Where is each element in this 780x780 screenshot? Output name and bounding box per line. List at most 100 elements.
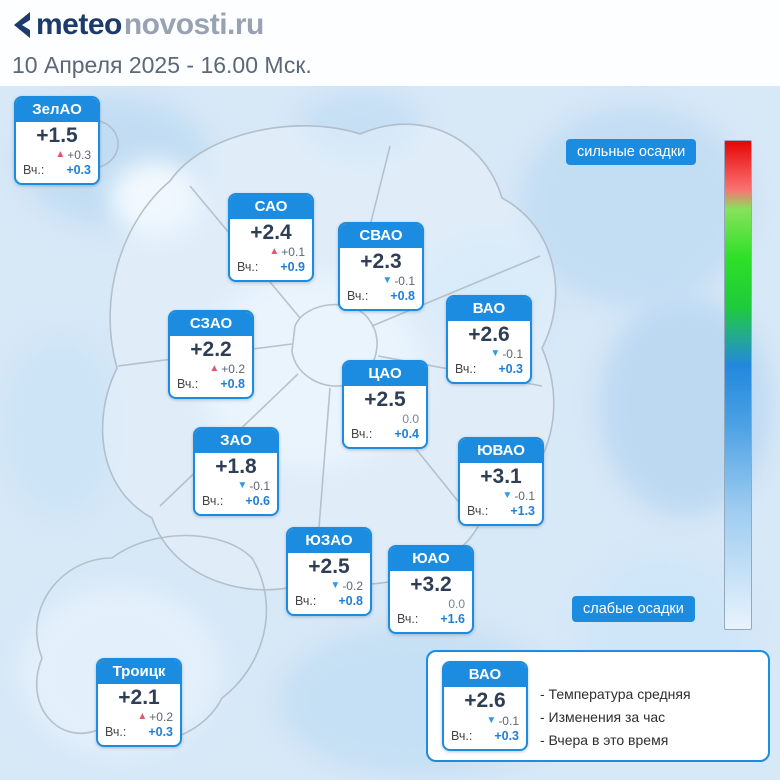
district-card: ЗАО +1.8 ▼ -0.1 Вч.: +0.6: [193, 427, 279, 517]
yesterday-value: +0.9: [280, 260, 305, 275]
district-card-body: +1.8 ▼ -0.1 Вч.: +0.6: [195, 453, 277, 514]
yesterday-label: Вч.:: [237, 260, 259, 275]
yesterday-row: Вч.: +1.6: [397, 612, 465, 626]
precipitation-map: [0, 86, 780, 780]
yesterday-row: Вч.: +1.3: [467, 504, 535, 518]
district-card: ЮЗАО +2.5 ▼ -0.2 Вч.: +0.8: [286, 527, 372, 617]
district-card-body: +2.3 ▼ -0.1 Вч.: +0.8: [340, 248, 422, 309]
hour-change-row: ▼ -0.1: [202, 479, 270, 493]
hour-change-value: 0.0: [448, 597, 465, 612]
trend-arrow-icon: ▼: [486, 714, 497, 726]
hour-change-row: ▲ +0.1: [237, 245, 305, 259]
hour-change-value: -0.1: [394, 274, 415, 289]
trend-arrow-icon: ▲: [209, 363, 220, 375]
district-card-body: +2.2 ▲ +0.2 Вч.: +0.8: [170, 336, 252, 397]
hour-change-row: ▼ -0.1: [451, 714, 519, 728]
explanation-line: - Вчера в это время: [540, 732, 669, 748]
hour-change-value: -0.1: [502, 347, 523, 362]
trend-arrow-icon: ▼: [330, 580, 341, 592]
temperature-value: +2.4: [250, 221, 292, 244]
temperature-value: +2.6: [464, 689, 506, 713]
yesterday-row: Вч.: +0.8: [295, 594, 363, 608]
yesterday-label: Вч.:: [451, 728, 473, 743]
yesterday-value: +0.3: [494, 728, 519, 743]
yesterday-value: +0.6: [245, 494, 270, 509]
yesterday-row: Вч.: +0.3: [451, 729, 519, 743]
district-card-body: +3.2 0.0 Вч.: +1.6: [390, 571, 472, 632]
district-card: САО +2.4 ▲ +0.1 Вч.: +0.9: [228, 193, 314, 283]
trend-arrow-icon: ▲: [137, 711, 148, 723]
temperature-value: +2.5: [364, 388, 406, 411]
yesterday-label: Вч.:: [397, 612, 419, 627]
temperature-value: +3.2: [410, 573, 452, 596]
yesterday-row: Вч.: +0.8: [347, 289, 415, 303]
district-card: СЗАО +2.2 ▲ +0.2 Вч.: +0.8: [168, 310, 254, 400]
district-name: Троицк: [98, 660, 180, 684]
yesterday-row: Вч.: +0.3: [23, 163, 91, 177]
site-header: meteo novosti.ru 10 Апреля 2025 - 16.00 М…: [0, 0, 780, 86]
yesterday-row: Вч.: +0.3: [455, 362, 523, 376]
yesterday-label: Вч.:: [295, 594, 317, 609]
district-name: ЮАО: [390, 547, 472, 571]
yesterday-value: +0.8: [220, 377, 245, 392]
district-card: Троицк +2.1 ▲ +0.2 Вч.: +0.3: [96, 658, 182, 748]
trend-arrow-icon: ▼: [490, 348, 501, 360]
temperature-value: +2.1: [118, 686, 160, 709]
district-card-body: +2.5 0.0 Вч.: +0.4: [344, 386, 426, 447]
yesterday-label: Вч.:: [105, 725, 127, 740]
hour-change-value: +0.3: [67, 148, 91, 163]
trend-arrow-icon: ▲: [55, 149, 66, 161]
district-name: ЮЗАО: [288, 529, 370, 553]
explanation-line: - Температура средняя: [540, 686, 691, 702]
district-card-body: +2.4 ▲ +0.1 Вч.: +0.9: [230, 219, 312, 280]
hour-change-row: ▼ -0.2: [295, 579, 363, 593]
temperature-value: +2.3: [360, 250, 402, 273]
example-district-card: ВАО +2.6 ▼ -0.1 Вч.: +0.3: [442, 661, 528, 751]
hour-change-row: 0.0: [351, 412, 419, 426]
logo-text-gray: novosti.ru: [123, 8, 265, 41]
yesterday-label: Вч.:: [467, 504, 489, 519]
explanation-line: - Изменения за час: [540, 709, 666, 725]
yesterday-value: +0.3: [66, 163, 91, 178]
hour-change-row: ▼ -0.1: [347, 274, 415, 288]
legend-weak-precip-label: слабые осадки: [572, 596, 695, 622]
district-name: СВАО: [340, 224, 422, 248]
hour-change-value: +0.2: [221, 362, 245, 377]
yesterday-value: +0.8: [390, 289, 415, 304]
yesterday-row: Вч.: +0.6: [202, 494, 270, 508]
hour-change-row: ▼ -0.1: [455, 347, 523, 361]
district-name: ЗАО: [195, 429, 277, 453]
district-card: ЮАО +3.2 0.0 Вч.: +1.6: [388, 545, 474, 635]
district-card-body: +2.6 ▼ -0.1 Вч.: +0.3: [448, 321, 530, 382]
temperature-value: +3.1: [480, 465, 522, 488]
temperature-value: +2.6: [468, 323, 510, 346]
yesterday-row: Вч.: +0.9: [237, 260, 305, 274]
hour-change-row: ▼ -0.1: [467, 489, 535, 503]
district-name: ЮВАО: [460, 439, 542, 463]
precipitation-intensity-scale: [724, 140, 752, 630]
district-card-body: +2.6 ▼ -0.1 Вч.: +0.3: [444, 687, 526, 748]
legend-strong-precip-label: сильные осадки: [566, 139, 697, 165]
district-card-body: +2.1 ▲ +0.2 Вч.: +0.3: [98, 684, 180, 745]
hour-change-value: -0.1: [514, 489, 535, 504]
temperature-value: +2.2: [190, 338, 232, 361]
logo-icon: [14, 12, 30, 38]
card-explanation-box: ВАО +2.6 ▼ -0.1 Вч.: +0.3 - Температура …: [426, 650, 770, 762]
yesterday-row: Вч.: +0.3: [105, 725, 173, 739]
district-card: ЦАО +2.5 0.0 Вч.: +0.4: [342, 360, 428, 450]
hour-change-value: -0.1: [498, 713, 519, 728]
district-card-body: +2.5 ▼ -0.2 Вч.: +0.8: [288, 553, 370, 614]
site-logo[interactable]: meteo novosti.ru: [10, 8, 264, 42]
trend-arrow-icon: ▼: [382, 275, 393, 287]
precip-patch: [0, 336, 120, 516]
yesterday-label: Вч.:: [202, 494, 224, 509]
trend-arrow-icon: ▼: [502, 490, 513, 502]
precip-patch: [110, 161, 200, 236]
yesterday-label: Вч.:: [347, 289, 369, 304]
yesterday-value: +0.3: [148, 725, 173, 740]
district-name: ЗелАО: [16, 98, 98, 122]
logo-text-bold: meteo: [36, 8, 122, 41]
yesterday-value: +1.6: [440, 612, 465, 627]
yesterday-row: Вч.: +0.4: [351, 427, 419, 441]
yesterday-value: +0.3: [498, 362, 523, 377]
